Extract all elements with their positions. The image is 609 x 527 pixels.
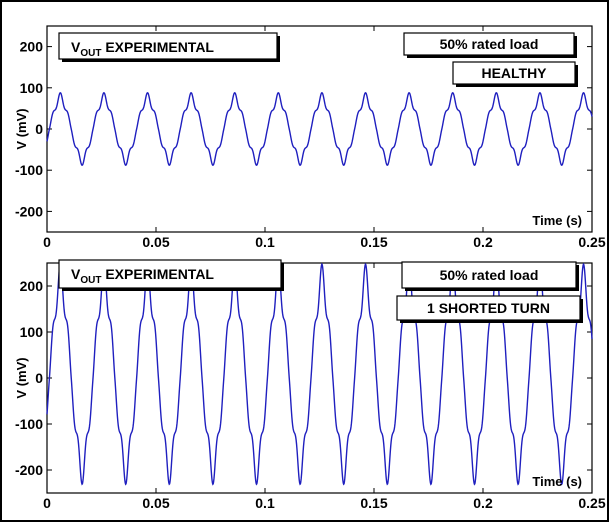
panel-title: VOUT EXPERIMENTAL (71, 266, 214, 286)
x-tick-label: 0 (43, 234, 51, 250)
x-tick-label: 0.1 (255, 495, 275, 511)
condition-box (396, 295, 581, 321)
y-axis-label: V (mV) (14, 108, 29, 149)
y-tick-label: -100 (15, 162, 43, 178)
x-tick-label: 0.2 (473, 495, 493, 511)
x-tick-label: 0.15 (360, 495, 387, 511)
x-tick-label: 0.05 (142, 495, 169, 511)
x-tick-label: 0.15 (360, 234, 387, 250)
y-axis-label: V (mV) (14, 357, 29, 398)
y-tick-label: -200 (15, 203, 43, 219)
x-tick-label: 0.1 (255, 234, 275, 250)
load-box (403, 32, 575, 56)
x-axis-label: Time (s) (532, 213, 582, 228)
chart-panel-2: 0 0.05 0.1 0.15 0.2 0.25 200 100 0 -100 -200 V (mV)… (14, 259, 606, 511)
y-tick-label: -100 (15, 416, 43, 432)
y-tick-label: 0 (35, 121, 43, 137)
y-tick-label: 0 (35, 370, 43, 386)
condition-box (452, 61, 576, 85)
title-box (58, 259, 282, 289)
chart-panel-1: 0 0.05 0.1 0.15 0.2 0.25 200 100 0 -100 -200 V (mV)… (14, 25, 606, 250)
condition-label: HEALTHY (481, 65, 547, 81)
title-box (58, 32, 278, 60)
panel-title: VOUT EXPERIMENTAL (71, 39, 214, 59)
y-tick-label: 100 (20, 80, 44, 96)
x-tick-label: 0.25 (578, 495, 605, 511)
load-label: 50% rated load (440, 36, 539, 52)
series-line (46, 91, 593, 167)
y-tick-label: 200 (20, 278, 44, 294)
load-box (401, 261, 577, 289)
x-axis-label: Time (s) (532, 474, 582, 489)
y-tick-label: 200 (20, 39, 44, 55)
y-tick-label: -200 (15, 462, 43, 478)
x-tick-label: 0.05 (142, 234, 169, 250)
x-tick-label: 0.25 (578, 234, 605, 250)
x-tick-label: 0.2 (473, 234, 493, 250)
y-tick-label: 100 (20, 324, 44, 340)
load-label: 50% rated load (440, 267, 539, 283)
condition-label: 1 SHORTED TURN (427, 300, 550, 316)
x-tick-label: 0 (43, 495, 51, 511)
